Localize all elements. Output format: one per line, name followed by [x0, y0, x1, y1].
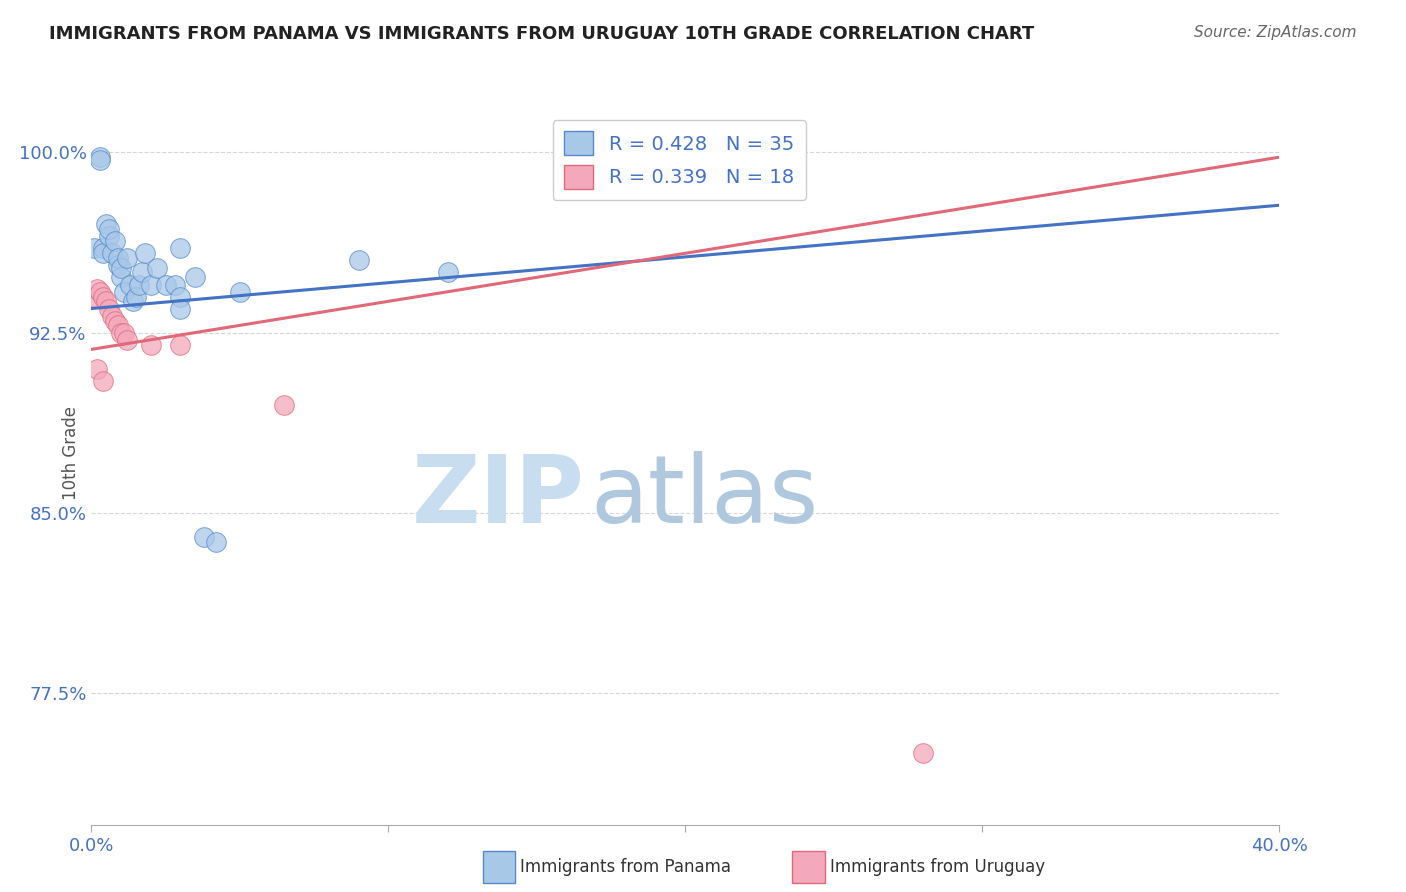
Text: atlas: atlas: [591, 451, 818, 543]
Point: [104, 313, 127, 327]
Point: [128, 277, 150, 292]
Point: [110, 260, 132, 275]
Text: Source: ZipAtlas.com: Source: ZipAtlas.com: [1194, 25, 1357, 40]
Point: [104, 234, 127, 248]
Point: [107, 251, 129, 265]
Text: Immigrants from Panama: Immigrants from Panama: [520, 858, 731, 876]
Point: [193, 530, 215, 544]
Point: [98, 222, 121, 236]
Point: [89, 285, 111, 299]
Point: [89, 153, 111, 167]
Text: Immigrants from Uruguay: Immigrants from Uruguay: [830, 858, 1045, 876]
Point: [139, 337, 162, 351]
Point: [163, 277, 186, 292]
Point: [83, 289, 105, 303]
Point: [436, 265, 458, 279]
Point: [83, 242, 105, 256]
Point: [347, 253, 370, 268]
Point: [98, 301, 121, 316]
Point: [155, 277, 177, 292]
Point: [145, 260, 167, 275]
Point: [139, 277, 162, 292]
Point: [89, 150, 111, 164]
Point: [91, 246, 114, 260]
Point: [115, 251, 138, 265]
Point: [91, 289, 114, 303]
Point: [169, 289, 191, 303]
Point: [96, 294, 118, 309]
Point: [205, 534, 228, 549]
Point: [273, 398, 295, 412]
Point: [101, 246, 124, 260]
Point: [125, 289, 148, 303]
Point: [98, 229, 121, 244]
Point: [115, 333, 138, 347]
Point: [118, 277, 141, 292]
Point: [107, 258, 129, 272]
Text: ■: ■: [489, 857, 509, 877]
Point: [134, 246, 156, 260]
Point: [86, 361, 108, 376]
Point: [91, 374, 114, 388]
Point: [101, 309, 124, 323]
Y-axis label: 10th Grade: 10th Grade: [62, 406, 80, 500]
Point: [229, 285, 252, 299]
Point: [169, 337, 191, 351]
Text: ZIP: ZIP: [412, 451, 585, 543]
Point: [86, 282, 108, 296]
Point: [96, 218, 118, 232]
Point: [122, 294, 145, 309]
Point: [112, 285, 135, 299]
Point: [110, 326, 132, 340]
Point: [184, 270, 207, 285]
Point: [110, 270, 132, 285]
Point: [112, 326, 135, 340]
Text: ■: ■: [799, 857, 818, 877]
Text: IMMIGRANTS FROM PANAMA VS IMMIGRANTS FROM URUGUAY 10TH GRADE CORRELATION CHART: IMMIGRANTS FROM PANAMA VS IMMIGRANTS FRO…: [49, 25, 1035, 43]
Point: [911, 746, 934, 760]
Point: [169, 242, 191, 256]
Point: [107, 318, 129, 333]
Point: [169, 301, 191, 316]
Point: [131, 265, 153, 279]
Point: [91, 242, 114, 256]
Legend: R = 0.428   N = 35, R = 0.339   N = 18: R = 0.428 N = 35, R = 0.339 N = 18: [553, 120, 806, 201]
